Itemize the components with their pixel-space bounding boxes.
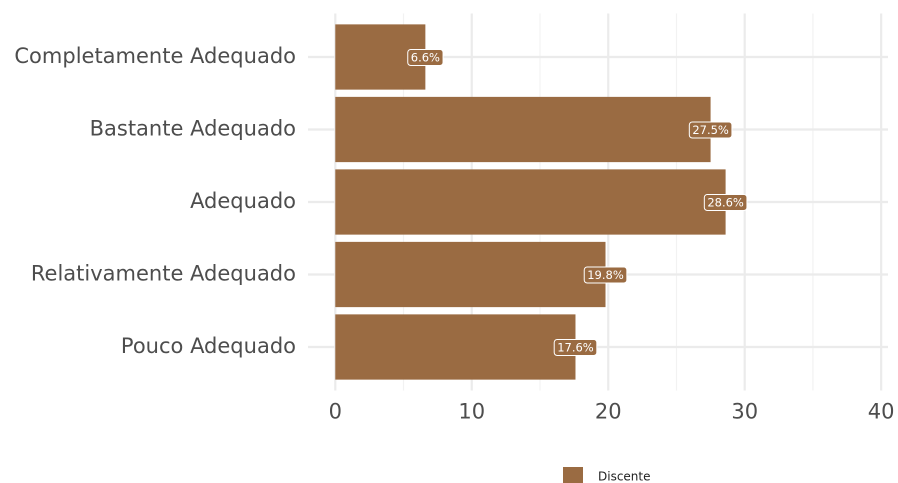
y-tick-label: Bastante Adequado	[90, 117, 296, 141]
y-tick-label: Adequado	[190, 189, 296, 213]
x-tick-label: 40	[868, 400, 895, 424]
data-label: 17.6%	[553, 339, 598, 356]
data-label: 28.6%	[703, 194, 748, 211]
x-tick-label: 0	[329, 400, 342, 424]
data-label-box	[407, 49, 444, 66]
data-label-text: 28.6%	[707, 196, 744, 210]
bar	[335, 96, 711, 163]
bar	[335, 241, 606, 308]
legend-label: Discente	[598, 470, 651, 483]
x-tick-label: 10	[458, 400, 485, 424]
data-label-text: 6.6%	[411, 51, 440, 65]
x-tick-label: 20	[595, 400, 622, 424]
y-tick-label: Completamente Adequado	[14, 44, 296, 68]
data-label-text: 17.6%	[557, 341, 594, 355]
data-label-box	[688, 121, 733, 139]
bar	[335, 169, 726, 235]
data-label-box	[703, 194, 748, 211]
data-label: 6.6%	[407, 49, 444, 66]
data-label-text: 19.8%	[587, 268, 624, 282]
data-label-box	[553, 339, 598, 356]
y-tick-label: Pouco Adequado	[121, 334, 296, 358]
data-label: 27.5%	[688, 121, 733, 139]
data-label-text: 27.5%	[692, 123, 729, 137]
x-tick-label: 30	[731, 400, 758, 424]
data-label-box	[583, 266, 628, 284]
bar	[335, 314, 576, 380]
legend-swatch	[563, 467, 583, 483]
data-label: 19.8%	[583, 266, 628, 284]
y-tick-label: Relativamente Adequado	[31, 262, 296, 286]
